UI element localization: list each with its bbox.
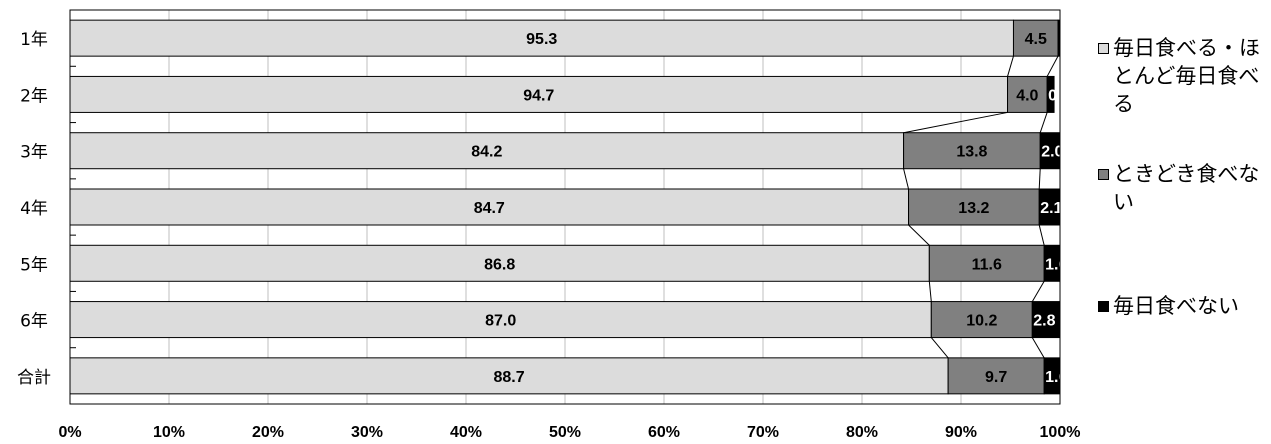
legend-label-sometimes: ときどき食べない	[1113, 162, 1260, 214]
bar-segment	[908, 188, 1040, 226]
data-label: 95.3	[526, 31, 557, 48]
data-label: 2.8	[1033, 313, 1055, 330]
data-label: 4.5	[1025, 31, 1047, 48]
bar-segment	[69, 244, 930, 282]
x-tick-label: 70%	[747, 424, 779, 441]
x-tick-label: 80%	[846, 424, 878, 441]
data-label: 86.8	[484, 256, 515, 273]
bar-segment	[903, 132, 1041, 170]
data-label: 4.0	[1016, 87, 1038, 104]
series-line	[903, 168, 910, 190]
data-label: 2.1	[1040, 200, 1062, 217]
series-line	[1038, 168, 1041, 190]
x-tick-label: 40%	[450, 424, 482, 441]
legend-label-daily: 毎日食べる・ほとんど毎日食べる	[1113, 36, 1260, 116]
y-tick-label: 6年	[20, 312, 48, 332]
data-label: 84.7	[474, 200, 505, 217]
series-line	[928, 281, 932, 302]
data-label: 88.7	[493, 369, 524, 386]
bar-segment	[69, 188, 910, 226]
data-label: 9.7	[985, 369, 1007, 386]
bar-segment	[1046, 75, 1055, 113]
data-label: 94.7	[523, 87, 554, 104]
x-tick-label: 90%	[945, 424, 977, 441]
x-tick-label: 0%	[58, 424, 81, 441]
bar-segment	[947, 357, 1045, 395]
legend-swatch-sometimes	[1098, 169, 1109, 180]
series-line	[1039, 112, 1048, 133]
y-tick-label: 3年	[20, 143, 48, 163]
bar-segment	[69, 357, 949, 395]
bar-segment	[928, 244, 1045, 282]
y-tick-label: 2年	[20, 86, 48, 106]
data-label: 84.2	[471, 144, 502, 161]
y-tick-label: 5年	[20, 255, 48, 275]
y-tick-label: 合計	[17, 368, 51, 388]
x-tick-label: 50%	[549, 424, 581, 441]
data-label: 87.0	[485, 313, 516, 330]
legend-swatch-never	[1098, 301, 1109, 312]
series-line	[930, 337, 949, 359]
series-line	[908, 224, 930, 246]
y-tick-label: 1年	[20, 30, 48, 50]
x-tick-label: 30%	[351, 424, 383, 441]
x-tick-label: 10%	[153, 424, 185, 441]
series-line	[903, 111, 1008, 134]
x-tick-label: 60%	[648, 424, 680, 441]
legend-label-never: 毎日食べない	[1113, 294, 1239, 318]
bar-segment	[1031, 301, 1061, 339]
series-line	[1007, 56, 1014, 77]
bar-segment	[1007, 75, 1048, 113]
x-tick-label: 100%	[1040, 424, 1081, 441]
data-label: 10.2	[966, 313, 997, 330]
bar-segment	[69, 75, 1009, 113]
legend-item-sometimes: ときどき食べない	[1098, 160, 1268, 216]
series-line	[1031, 281, 1045, 302]
legend-swatch-daily	[1098, 43, 1109, 54]
label-clip	[1061, 0, 1091, 406]
data-label: 13.8	[956, 144, 987, 161]
bar-segment	[930, 301, 1033, 339]
data-label: 2.0	[1041, 144, 1063, 161]
data-label: 11.6	[972, 256, 1002, 273]
legend-item-never: 毎日食べない	[1098, 292, 1268, 320]
y-tick-label: 4年	[20, 199, 48, 219]
series-line	[1038, 224, 1045, 246]
series-line	[1046, 55, 1059, 77]
x-tick-label: 20%	[252, 424, 284, 441]
data-label: 13.2	[958, 200, 989, 217]
series-line	[1031, 337, 1045, 359]
legend-item-daily: 毎日食べる・ほとんど毎日食べる	[1098, 34, 1268, 118]
